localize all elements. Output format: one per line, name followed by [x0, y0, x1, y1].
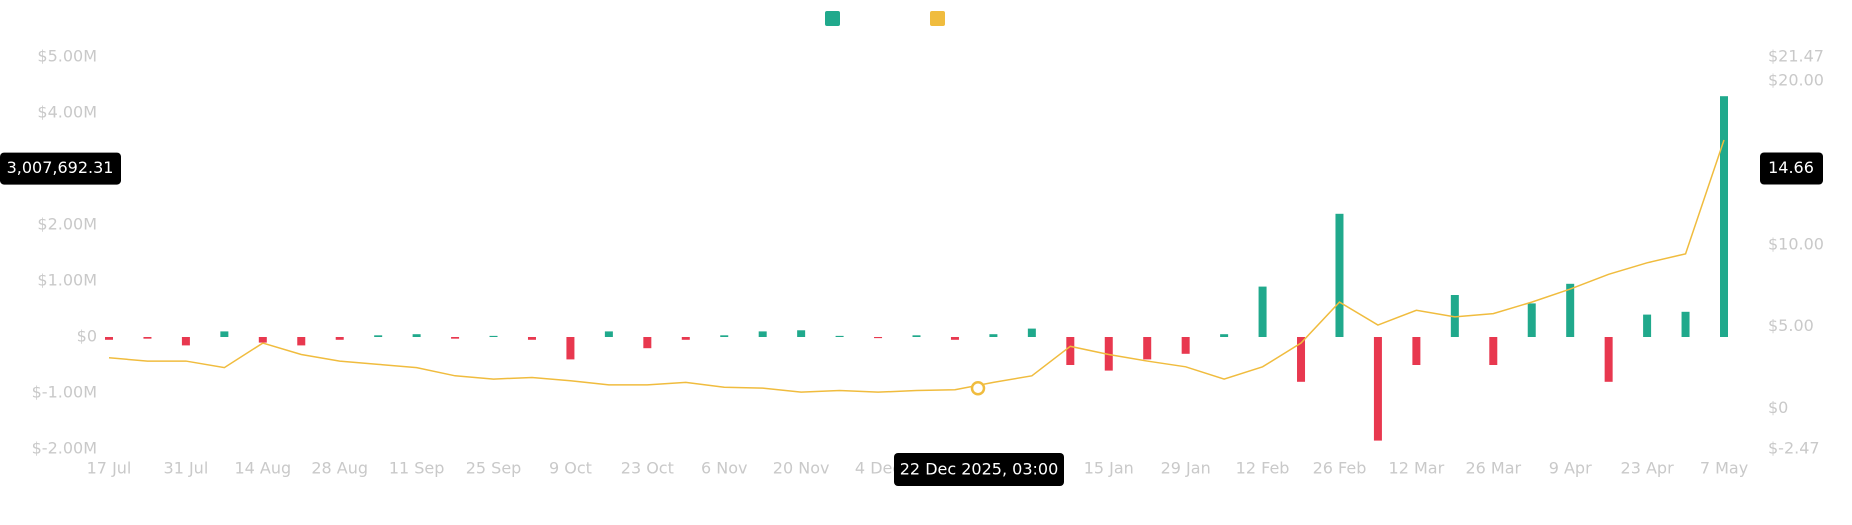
y2-tick-label: $10.00 — [1768, 234, 1824, 253]
x-tick-label: 25 Sep — [466, 459, 522, 478]
x-tick-label: 7 May — [1700, 459, 1748, 478]
bar — [1335, 213, 1344, 337]
y-tick-label: $4.00M — [37, 103, 97, 122]
crosshair-x-badge — [894, 453, 1064, 486]
x-tick-label: 26 Mar — [1465, 459, 1521, 478]
bar — [797, 330, 806, 337]
bar — [527, 337, 536, 340]
bar — [258, 337, 267, 343]
bar — [1220, 334, 1229, 337]
bar — [1450, 295, 1459, 337]
bar — [720, 335, 729, 337]
y-tick-label: $-2.00M — [32, 439, 97, 458]
x-tick-label: 17 Jul — [87, 459, 132, 478]
x-tick-label: 11 Sep — [389, 459, 445, 478]
bar — [297, 337, 306, 346]
bar — [1566, 283, 1575, 337]
bar — [143, 337, 152, 339]
bar — [566, 337, 575, 360]
bar — [1412, 337, 1421, 365]
y-tick-label: $2.00M — [37, 215, 97, 234]
bar — [1027, 328, 1036, 337]
crosshair-y2-badge — [1760, 152, 1823, 185]
y2-tick-label: $-2.47 — [1768, 439, 1820, 458]
price-line — [108, 139, 1725, 393]
bar — [181, 337, 190, 346]
x-tick-label: 23 Apr — [1621, 459, 1675, 478]
bar — [950, 337, 959, 340]
bar — [681, 337, 690, 340]
bar — [1297, 337, 1306, 382]
crosshair-y-badge — [0, 152, 121, 185]
x-tick-label: 15 Jan — [1084, 459, 1134, 478]
x-tick-label: 20 Nov — [773, 459, 830, 478]
x-tick-label: 12 Mar — [1389, 459, 1445, 478]
bar — [489, 335, 498, 337]
bar — [374, 335, 383, 337]
bar — [105, 337, 113, 340]
bar — [335, 337, 344, 340]
x-tick-label: 29 Jan — [1161, 459, 1211, 478]
bar — [604, 331, 613, 337]
bar — [1643, 314, 1652, 337]
y2-tick-label: $20.00 — [1768, 71, 1824, 90]
bar — [874, 337, 883, 339]
bar — [1066, 337, 1075, 365]
legend-swatch — [930, 11, 945, 26]
y2-tick-label: $0 — [1768, 398, 1788, 417]
y-tick-label: $-1.00M — [32, 383, 97, 402]
x-tick-label: 9 Oct — [549, 459, 592, 478]
bar — [912, 335, 921, 337]
crosshair-x-label: 22 Dec 2025, 03:00 — [900, 460, 1059, 479]
x-tick-label: 26 Feb — [1313, 459, 1367, 478]
bar — [220, 331, 229, 337]
bar — [1143, 337, 1152, 360]
y2-tick-label: $21.47 — [1768, 47, 1824, 66]
bar — [1373, 337, 1382, 441]
legend-swatch — [825, 11, 840, 26]
y-tick-label: $5.00M — [37, 47, 97, 66]
x-tick-label: 6 Nov — [701, 459, 748, 478]
y2-tick-label: $5.00 — [1768, 316, 1814, 335]
x-tick-label: 12 Feb — [1236, 459, 1290, 478]
crosshair-y2-label: 14.66 — [1768, 158, 1814, 177]
bar — [1181, 337, 1190, 354]
bar — [1489, 337, 1498, 365]
bar — [1604, 337, 1613, 382]
x-tick-label: 9 Apr — [1549, 459, 1592, 478]
bar — [835, 335, 844, 337]
crosshair-point — [970, 381, 986, 396]
bar — [1681, 311, 1690, 337]
y-tick-label: $1.00M — [37, 271, 97, 290]
bar — [451, 337, 460, 339]
x-tick-label: 23 Oct — [621, 459, 674, 478]
y-tick-label: $0 — [77, 327, 97, 346]
crosshair-y-label: 3,007,692.31 — [7, 158, 114, 177]
bar — [1258, 286, 1267, 337]
bar — [412, 334, 421, 337]
bar — [643, 337, 652, 349]
bar — [1527, 303, 1536, 337]
x-tick-label: 28 Aug — [311, 459, 368, 478]
x-tick-label: 4 Dec — [855, 459, 901, 478]
bar — [758, 331, 767, 337]
bar — [989, 334, 998, 337]
x-tick-label: 14 Aug — [234, 459, 291, 478]
bar — [1720, 96, 1728, 337]
x-tick-label: 31 Jul — [164, 459, 209, 478]
